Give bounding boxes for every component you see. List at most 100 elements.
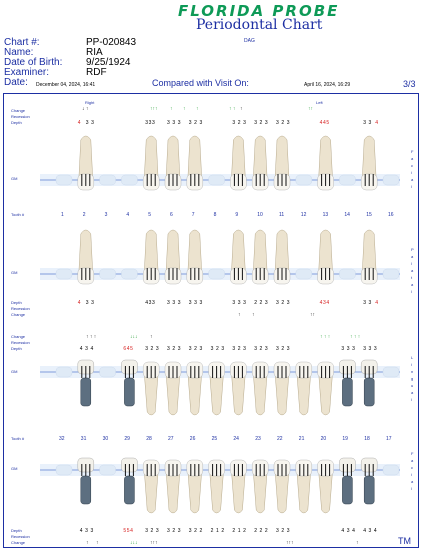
chart-frame: [3, 93, 419, 548]
tooth-root: [231, 135, 246, 181]
depth-value: 4 3 4: [79, 346, 94, 352]
examiner-value: RDF: [86, 67, 107, 78]
depth-value: 3 2 3: [210, 346, 225, 352]
change-arrow: ↑↑↑: [286, 540, 294, 546]
tooth-root: [143, 229, 159, 275]
tooth-root: [361, 229, 377, 275]
missing-tooth: [99, 268, 116, 280]
change-arrow: ↑: [240, 106, 243, 112]
implant: [342, 475, 353, 505]
implant: [342, 377, 353, 407]
depth-value: 4 3 4: [363, 528, 378, 534]
name-label: Name:: [4, 47, 34, 58]
depth-value: 3 2 3: [232, 346, 247, 352]
change-arrow: ↑: [196, 106, 199, 112]
tooth-root: [187, 469, 203, 514]
tooth-root: [361, 135, 377, 181]
change-arrow: ↑: [86, 540, 89, 546]
depth-value: 3 2 3: [254, 120, 269, 126]
left-label: Left: [316, 100, 323, 105]
tooth-number: 7: [191, 212, 195, 218]
missing-tooth: [382, 366, 400, 378]
change-arrow: ↑ ↑ ↑: [320, 334, 331, 340]
gm-label-2: GM: [11, 270, 18, 275]
change-arrow: ↑: [183, 106, 186, 112]
tooth-root: [143, 135, 159, 181]
tooth-number: 4: [126, 212, 130, 218]
tooth-root: [296, 469, 312, 514]
depth-value: 3 3 3: [167, 300, 182, 306]
examiner-label: Examiner:: [4, 67, 50, 78]
tooth-number: 30: [102, 436, 109, 442]
tooth-number: 1: [61, 212, 64, 218]
depth-value: 3 3 3: [232, 300, 247, 306]
depth-value: 3 3 3: [363, 346, 378, 352]
dob-label: Date of Birth:: [4, 57, 63, 68]
page-title: Periodontal Chart: [196, 17, 323, 33]
chart-value: PP-020843: [86, 37, 137, 48]
change-arrow: ↑: [238, 312, 241, 318]
depth-value: 4: [375, 120, 379, 126]
tooth-root: [143, 469, 159, 514]
tooth-number: 20: [320, 436, 327, 442]
depth-label-2: Depth: [11, 300, 22, 305]
page-subtitle: DAG: [244, 38, 255, 44]
tooth-root: [318, 469, 333, 514]
date-value: December 04, 2024, 16:41: [36, 82, 96, 88]
implant: [80, 377, 92, 407]
compared-date: April 16, 2024, 16:29: [304, 82, 351, 88]
implant: [80, 475, 92, 505]
tooth-root: [231, 469, 246, 514]
missing-tooth: [382, 268, 400, 280]
depth-value: 3 2 3: [232, 120, 247, 126]
missing-tooth: [55, 464, 73, 476]
missing-tooth: [55, 268, 73, 280]
page-number: 3/3: [403, 79, 416, 89]
tooth-number: 2: [82, 212, 86, 218]
name-value: RIA: [86, 47, 103, 58]
tooth-number: 31: [80, 436, 87, 442]
missing-tooth: [295, 268, 312, 280]
depth-value: 445: [319, 120, 330, 126]
depth-value: 3 2 3: [145, 346, 160, 352]
tooth-number: 21: [298, 436, 305, 442]
tooth-root: [318, 371, 333, 416]
tooth-root: [252, 135, 268, 181]
lower-facial-arch: [40, 457, 400, 514]
change-label-2: Change: [11, 312, 26, 317]
tooth-number: 5: [148, 212, 151, 218]
tooth-root: [318, 135, 333, 181]
tooth-number: 29: [124, 436, 130, 442]
depth-value: 2 2 2: [254, 528, 269, 534]
change-label-3: Change: [11, 334, 26, 339]
recession-label-3: Recession: [11, 340, 30, 345]
tooth-number: 19: [342, 436, 348, 442]
depth-value: 4 3 3: [79, 528, 94, 534]
recession-label-1: Recession: [11, 114, 30, 119]
depth-value: 2 1 2: [210, 528, 225, 534]
implant: [124, 475, 135, 505]
gm-label-3: GM: [11, 369, 18, 374]
depth-value: 3 2 3: [167, 528, 182, 534]
tooth-number: 18: [364, 436, 370, 442]
depth-value: 4: [77, 300, 82, 306]
change-arrow: ↓ ↑: [82, 106, 89, 112]
tooth-number: 13: [322, 212, 329, 218]
depth-value: 3 2 3: [276, 120, 291, 126]
tooth-number: 26: [189, 436, 196, 442]
missing-tooth: [121, 174, 138, 186]
tooth-root: [274, 469, 290, 514]
tooth-number: 12: [300, 212, 307, 218]
depth-value: 4 3 4: [341, 528, 356, 534]
florida-probe-logo: FLORIDA PROBE: [178, 2, 340, 20]
depth-label-1: Depth: [11, 120, 22, 125]
change-label-4: Change: [11, 540, 26, 545]
implant: [124, 377, 135, 407]
depth-value: 3 2 3: [254, 346, 269, 352]
gm-label-4: GM: [11, 466, 18, 471]
tooth-root: [209, 371, 224, 416]
tooth-number: 22: [277, 436, 283, 442]
depth-value: 2 2 3: [254, 300, 269, 306]
